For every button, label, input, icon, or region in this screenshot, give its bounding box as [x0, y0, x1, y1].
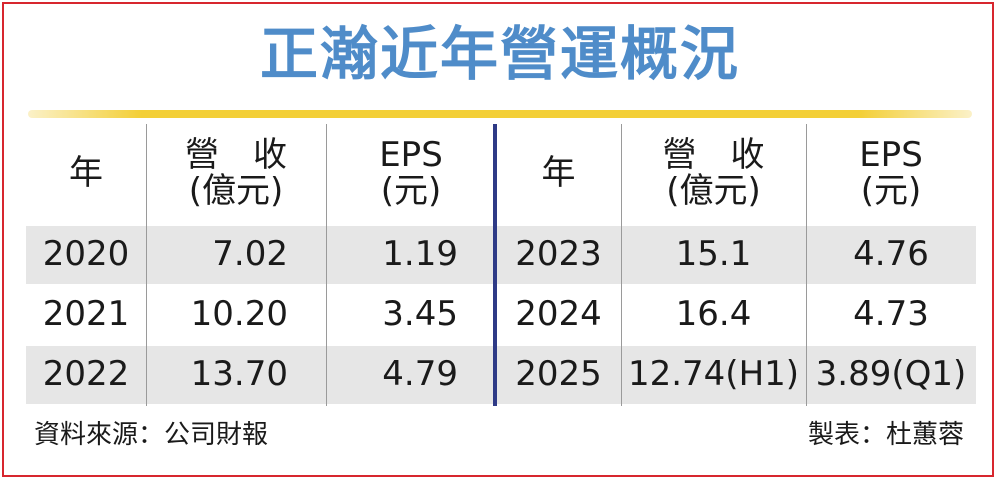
- cell-revenue: 13.70: [190, 354, 288, 395]
- cell-year: 2023: [515, 234, 602, 275]
- cell-revenue: 10.20: [190, 294, 288, 335]
- header-year-right-label: 年: [541, 153, 576, 194]
- column-divider: [806, 124, 807, 406]
- header-eps-left-line1: EPS: [379, 135, 443, 176]
- cell-revenue: 15.1: [675, 234, 752, 275]
- header-revenue-right-line2: (億元): [666, 171, 761, 211]
- cell-year: 2021: [42, 294, 130, 335]
- cell-revenue: 12.74(H1): [627, 354, 800, 395]
- header-revenue-left: 營 收 (億元): [146, 124, 326, 224]
- header-revenue-right-line1: 營 收: [662, 135, 765, 176]
- cell-revenue: 7.02: [212, 234, 288, 275]
- table-row: 2020 7.02 1.19 2023 15.1 4.76: [26, 226, 976, 284]
- section-divider: [493, 124, 497, 406]
- header-eps-left: EPS (元): [326, 124, 496, 224]
- cell-revenue: 16.4: [675, 294, 752, 335]
- cell-year: 2025: [515, 354, 602, 395]
- header-eps-right-line2: (元): [860, 171, 922, 211]
- header-year-left-label: 年: [69, 153, 103, 194]
- source-note: 資料來源：公司財報: [34, 420, 269, 450]
- cell-eps: 1.19: [382, 234, 458, 275]
- cell-eps: 4.79: [382, 354, 458, 395]
- cell-year: 2020: [42, 234, 130, 275]
- data-table: 年 營 收 (億元) EPS (元) 年 營 收 (億元) EPS: [26, 124, 976, 406]
- page-title: 正瀚近年營運概況: [259, 20, 740, 88]
- table-row: 2021 10.20 3.45 2024 16.4 4.73: [26, 286, 976, 344]
- header-revenue-right: 營 收 (億元): [621, 124, 806, 224]
- column-divider: [146, 124, 147, 406]
- header-revenue-left-line1: 營 收: [185, 135, 287, 176]
- column-divider: [621, 124, 622, 406]
- header-eps-left-line2: (元): [380, 171, 442, 211]
- cell-eps: 3.89(Q1): [815, 354, 967, 395]
- cell-year: 2022: [42, 354, 130, 395]
- header-year-left: 年: [26, 124, 146, 224]
- frame-border: [2, 2, 994, 477]
- cell-eps: 4.76: [853, 234, 929, 275]
- column-divider: [326, 124, 327, 406]
- table-header-row: 年 營 收 (億元) EPS (元) 年 營 收 (億元) EPS: [26, 124, 976, 224]
- header-eps-right: EPS (元): [806, 124, 976, 224]
- cell-eps: 4.73: [853, 294, 929, 335]
- cell-year: 2024: [515, 294, 602, 335]
- title-underline-bar: [28, 110, 972, 118]
- cell-eps: 3.45: [382, 294, 458, 335]
- header-year-right: 年: [496, 124, 621, 224]
- table-row: 2022 13.70 4.79 2025 12.74(H1) 3.89(Q1): [26, 346, 976, 404]
- header-eps-right-line1: EPS: [859, 135, 923, 176]
- header-revenue-left-line2: (億元): [188, 171, 284, 211]
- credit-note: 製表：杜蕙蓉: [807, 420, 964, 450]
